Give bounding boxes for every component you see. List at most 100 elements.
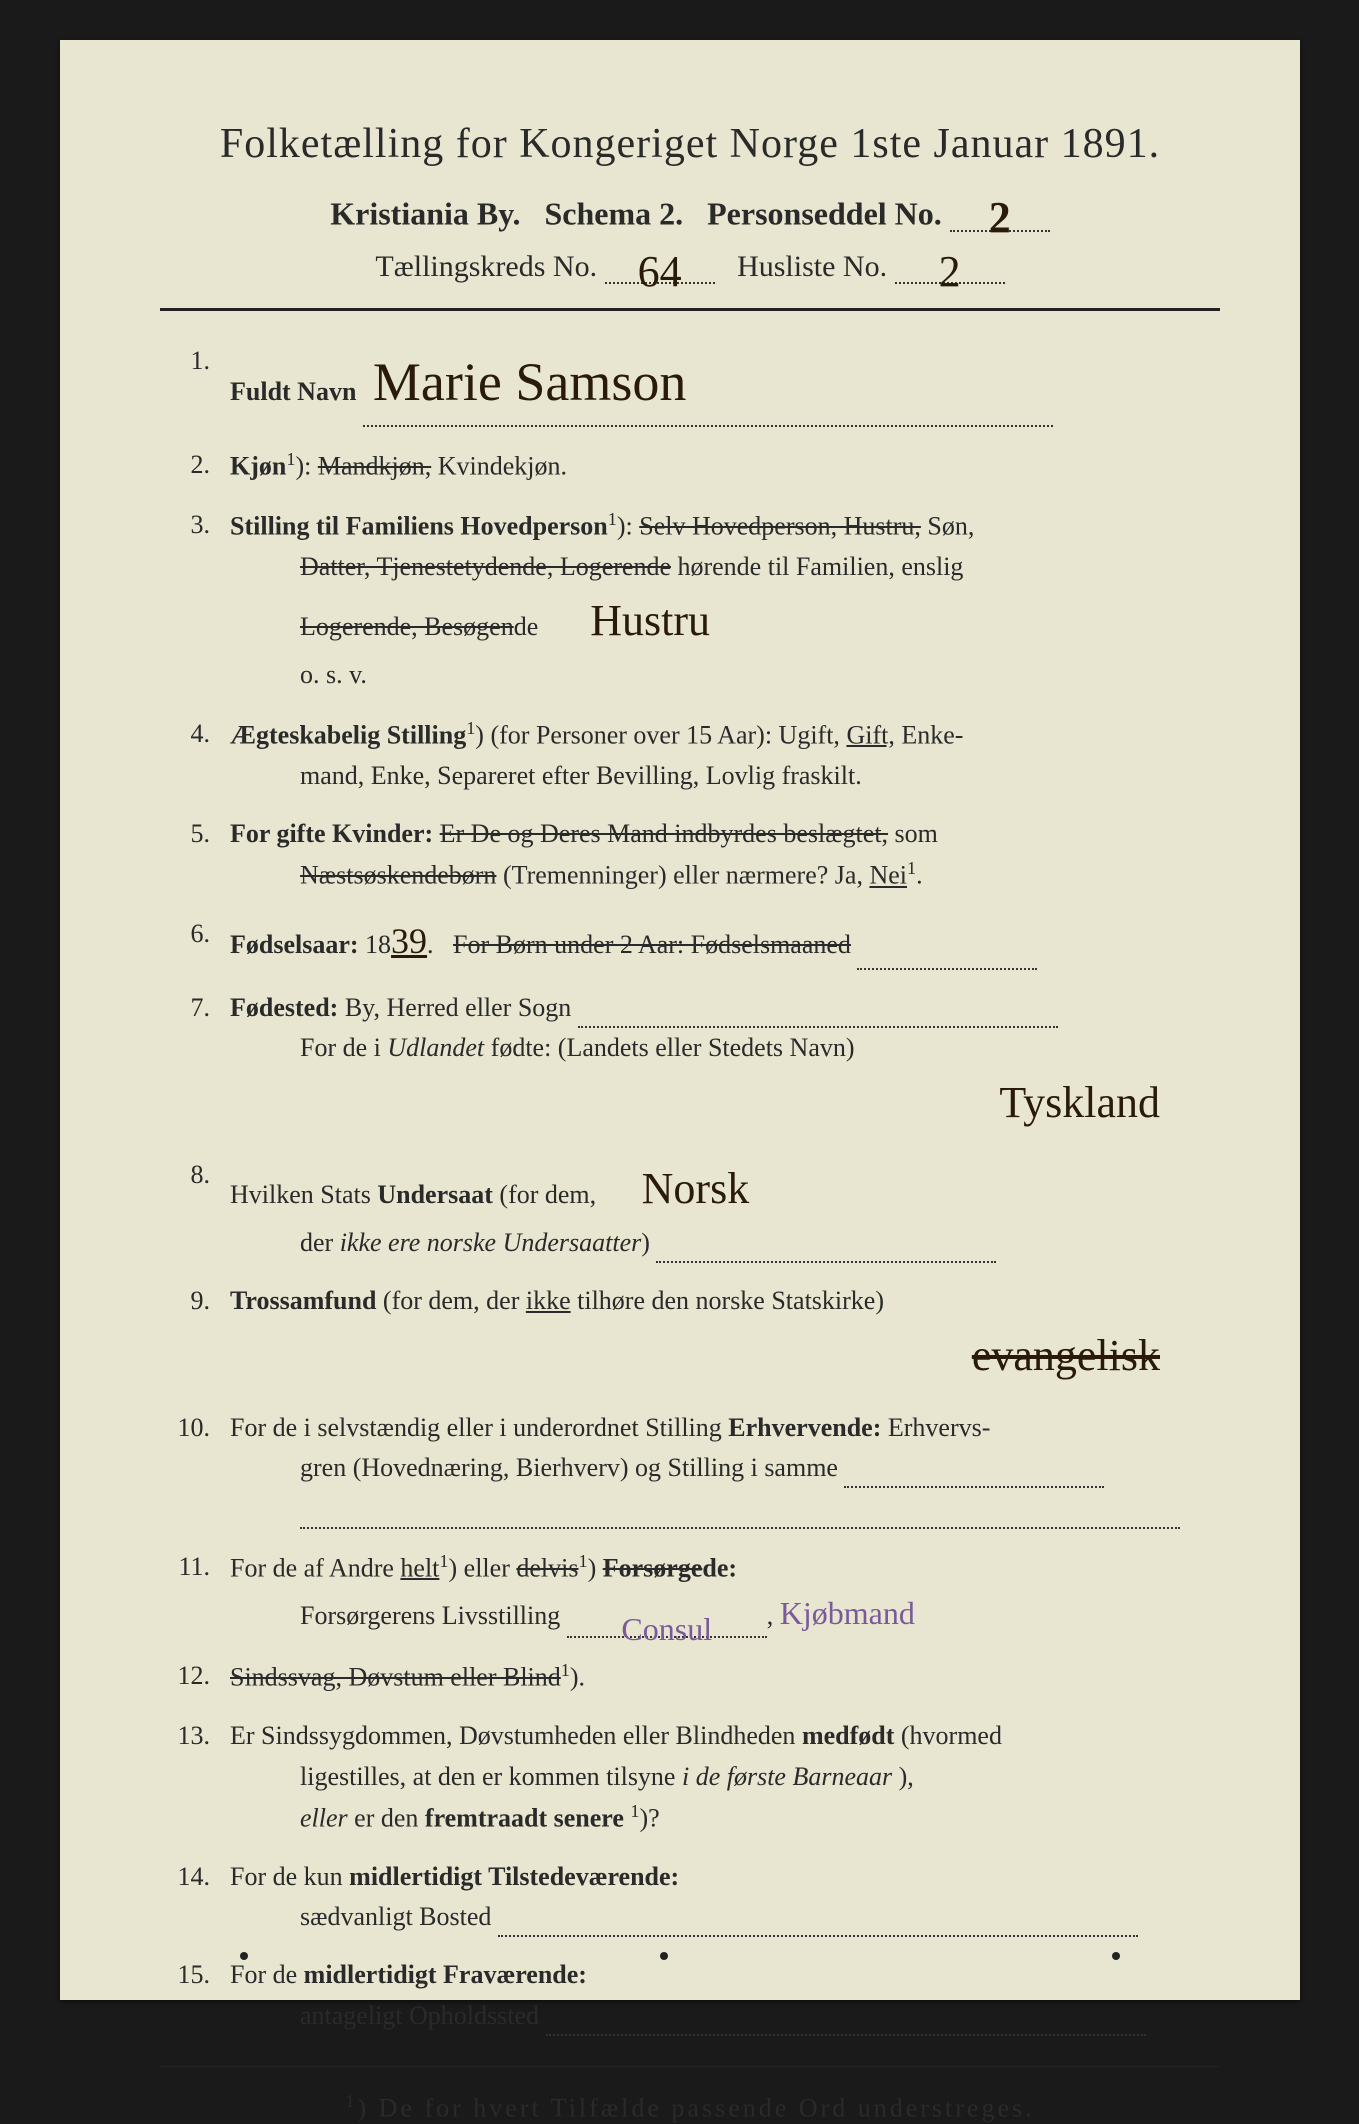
f13-l3: er den (354, 1803, 418, 1832)
f1-label: Fuldt Navn (230, 377, 356, 406)
f6-blank (857, 937, 1037, 970)
f11-v2: Kjøbmand (780, 1589, 915, 1639)
f3-label: Stilling til Familiens Hovedperson (230, 512, 608, 541)
f11-fors-s: Forsørge (603, 1553, 703, 1582)
footnote: 1) De for hvert Tilfælde passende Ord un… (160, 2091, 1220, 2124)
f4-o1: Ugift, (779, 720, 840, 749)
f10-l3: gren (Hovednæring, Bierhverv) og Stillin… (300, 1453, 838, 1482)
f10-blank2 (300, 1496, 1180, 1529)
field-6: Fødselsaar: 1839. For Børn under 2 Aar: … (160, 914, 1220, 970)
f13-it: i de første Barneaar (682, 1762, 892, 1791)
f8-l1: Hvilken Stats (230, 1180, 371, 1209)
kreds-label: Tællingskreds No. (375, 250, 597, 283)
f7-it: Udlandet (387, 1033, 484, 1062)
personseddel-no-field: 2 (950, 192, 1050, 232)
f15-bold: midlertidigt Fraværende: (304, 1960, 587, 1989)
subtitle-line: Kristiania By. Schema 2. Personseddel No… (160, 192, 1220, 232)
f8-blank (656, 1230, 996, 1263)
f3-s3: Logerende, Besøgen (300, 612, 514, 641)
hole-mark-icon (660, 1952, 668, 1960)
personseddel-no: 2 (989, 192, 1011, 243)
divider-bottom (160, 2066, 1220, 2067)
f1-value: Marie Samson (373, 341, 686, 425)
f8-paren: (for dem, (499, 1180, 596, 1209)
f10-l2: Erhvervs- (888, 1413, 991, 1442)
field-4: Ægteskabelig Stilling1) (for Personer ov… (160, 714, 1220, 796)
f2-keep: Kvindekjøn. (438, 452, 567, 481)
personseddel-label: Personseddel No. (707, 195, 942, 231)
f5-mid: (Tremenninger) eller nærmere? Ja, (503, 861, 863, 890)
f14-bold: midlertidigt Tilstedeværende: (349, 1862, 679, 1891)
f10-blank1 (844, 1455, 1104, 1488)
husliste-no: 2 (939, 246, 961, 297)
field-8: Hvilken Stats Undersaat (for dem, Norsk … (160, 1155, 1220, 1263)
f2-label: Kjøn (230, 452, 286, 481)
footnote-text: De for hvert Tilfælde passende Ord under… (379, 2094, 1035, 2123)
f5-nei: Nei (869, 861, 907, 890)
field-13: Er Sindssygdommen, Døvstumheden eller Bl… (160, 1716, 1220, 1839)
field-10: For de i selvstændig eller i underordnet… (160, 1408, 1220, 1529)
husliste-label: Husliste No. (737, 250, 887, 283)
field-5: For gifte Kvinder: Er De og Deres Mand i… (160, 814, 1220, 896)
f15-blank (546, 2003, 1146, 2036)
f3-k1: Søn, (927, 512, 974, 541)
field-11: For de af Andre helt1) eller delvis1) Fo… (160, 1547, 1220, 1639)
husliste-no-field: 2 (895, 246, 1005, 284)
f13-l2a: ligestilles, at den er kommen tilsyne (300, 1762, 675, 1791)
f6-prefix: 18 (365, 930, 391, 959)
f3-hw: Hustru (590, 587, 710, 655)
kreds-no-field: 64 (605, 246, 715, 284)
hole-mark-icon (1112, 1952, 1120, 1960)
f11-v1-line: Consul (567, 1605, 767, 1638)
f10-pre: For de i selvstændig eller i underordnet… (230, 1413, 722, 1442)
f3-k2: enslig (901, 552, 963, 581)
f11-fors-k: de: (702, 1553, 737, 1582)
field-15: For de midlertidigt Fraværende: antageli… (160, 1955, 1220, 2036)
f13-fremtr: fremtraadt senere (425, 1803, 624, 1832)
f12-text: Sindssvag, Døvstum eller Blind (230, 1663, 561, 1692)
f14-l2: sædvanligt Bosted (300, 1902, 491, 1931)
f8-der: der (300, 1228, 333, 1257)
f2-strike: Mandkjøn, (318, 452, 431, 481)
f11-pre: For de af Andre (230, 1553, 394, 1582)
f13-paren: (hvormed (901, 1721, 1002, 1750)
f3-k3: de (514, 612, 539, 641)
schema: Schema 2. (544, 195, 683, 231)
f3-s2: Datter, Tjenestetydende, Logerende (300, 552, 671, 581)
f5-label: For gifte Kvinder: (230, 819, 433, 848)
census-form-page: Folketælling for Kongeriget Norge 1ste J… (60, 40, 1300, 2000)
f4-paren: (for Personer over 15 Aar): (490, 720, 772, 749)
f8-l2: Undersaat (377, 1180, 493, 1209)
f3-m2: hørende til Familien, (677, 552, 894, 581)
f4-label: Ægteskabelig Stilling (230, 720, 466, 749)
f9-t2: tilhøre den norske Statskirke) (577, 1286, 884, 1315)
f9-label: Trossamfund (230, 1286, 376, 1315)
divider-top (160, 308, 1220, 311)
f13-it2: eller (300, 1803, 348, 1832)
field-12: Sindssvag, Døvstum eller Blind1). (160, 1656, 1220, 1698)
f6-rest: For Børn under 2 Aar: Fødselsmaaned (453, 930, 851, 959)
f3-s1: Selv Hovedperson, Hustru, (639, 512, 921, 541)
field-9: Trossamfund (for dem, der ikke tilhøre d… (160, 1281, 1220, 1389)
field-1: Fuldt Navn Marie Samson (160, 341, 1220, 427)
f7-blank1 (578, 995, 1058, 1028)
f10-erhv: Erhvervende: (728, 1413, 881, 1442)
f7-post: fødte: (Landets eller Stedets Navn) (491, 1033, 855, 1062)
field-7: Fødested: By, Herred eller Sogn For de i… (160, 988, 1220, 1137)
f3-osv: o. s. v. (230, 655, 1220, 695)
f6-year: 39 (391, 914, 427, 970)
f15-pre: For de (230, 1960, 297, 1989)
subtitle-line-2: Tællingskreds No. 64 Husliste No. 2 (160, 246, 1220, 284)
f13-l2b: ), (899, 1762, 914, 1791)
f13-medf: medfødt (802, 1721, 894, 1750)
f11-mid: eller (464, 1553, 510, 1582)
f11-v1: Consul (621, 1605, 712, 1655)
f11-helt: helt (400, 1553, 439, 1582)
f7-label: Fødested: (230, 993, 338, 1022)
f9-t1: (for dem, der (383, 1286, 519, 1315)
f6-label: Fødselsaar: (230, 930, 359, 959)
f9-value: evangelisk (972, 1322, 1160, 1390)
field-14: For de kun midlertidigt Tilstedeværende:… (160, 1857, 1220, 1938)
f13-l1: Er Sindssygdommen, Døvstumheden eller Bl… (230, 1721, 795, 1750)
f4-enke: Enke- (901, 720, 963, 749)
